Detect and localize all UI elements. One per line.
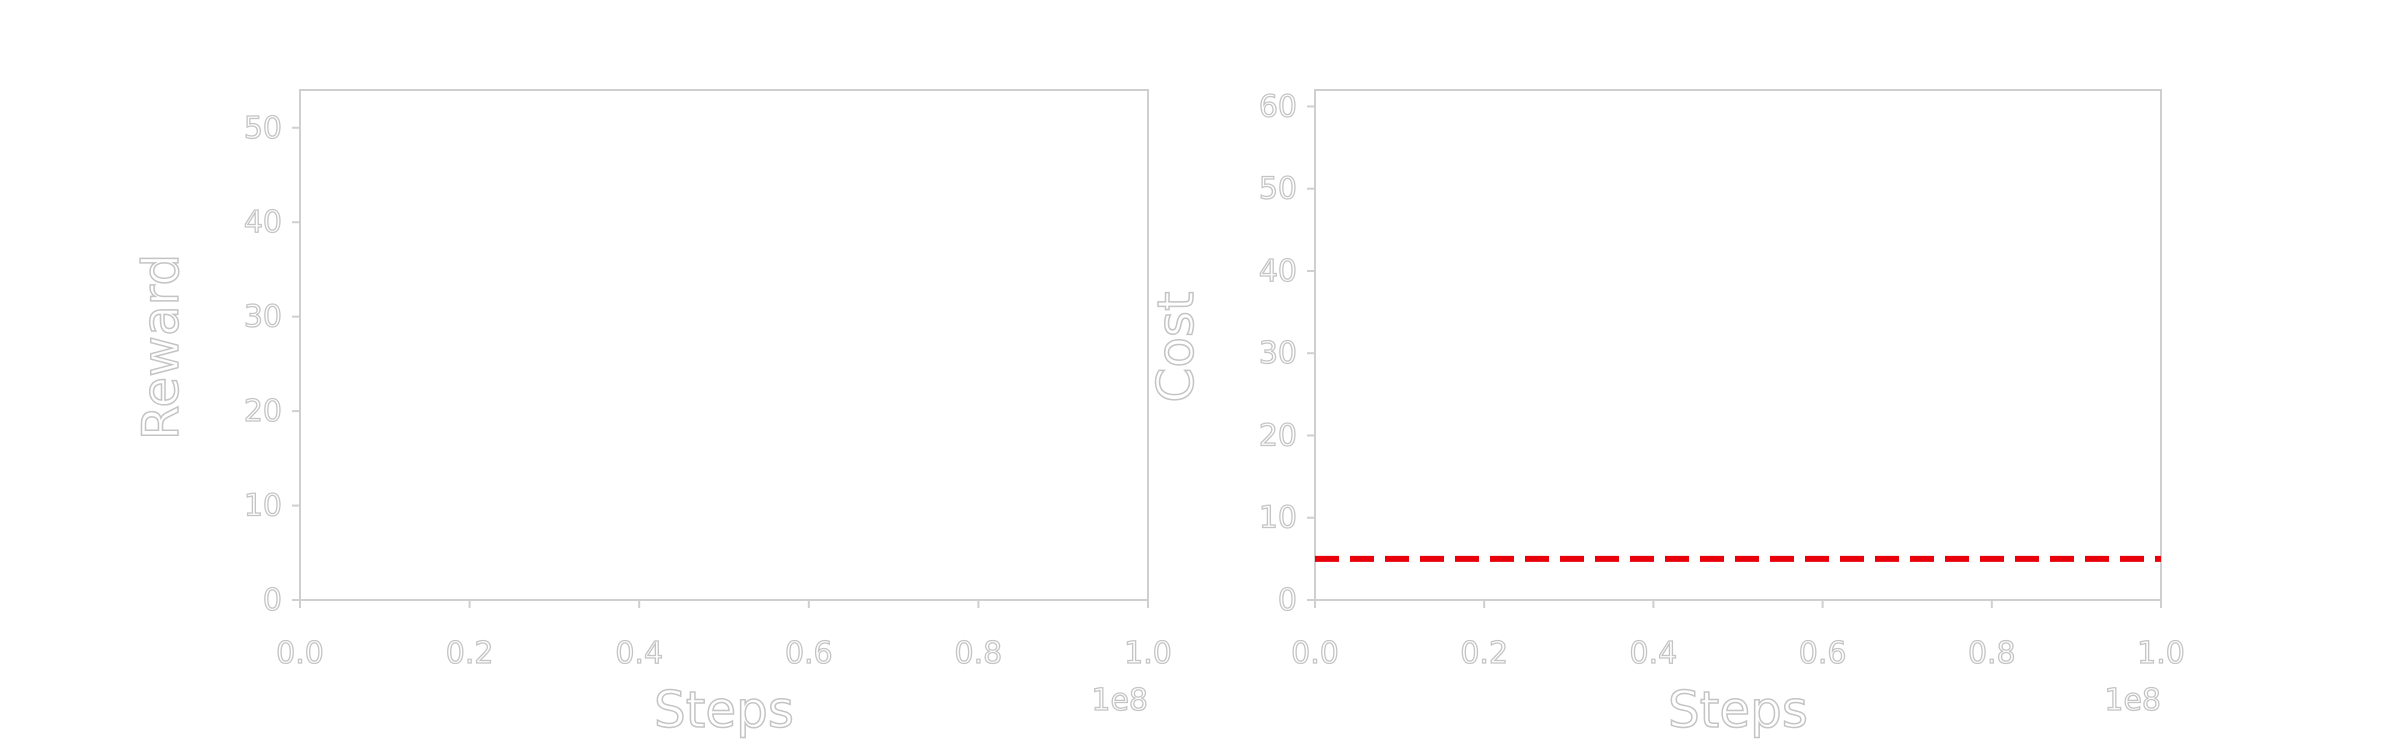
y-tick-label: 50 <box>1259 172 1297 207</box>
y-tick-label: 30 <box>1259 336 1297 371</box>
x-tick-label: 0.4 <box>1630 636 1678 671</box>
y-tick-label: 0 <box>1278 583 1297 618</box>
y-tick-label: 40 <box>1259 254 1297 289</box>
x-tick-label: 0.0 <box>276 636 324 671</box>
chart-panel-1: 0 10 20 30 40 50 0.0 0.2 0.4 0.6 0.8 1.0 1e8 Steps Rew… <box>131 89 1173 740</box>
y-tick-label: 10 <box>1259 501 1297 536</box>
x-tick-label: 0.8 <box>1968 636 2016 671</box>
x-axis-label: Steps <box>654 681 794 739</box>
x-axis-label: Steps <box>1668 681 1808 739</box>
y-tick-label: 20 <box>244 394 282 429</box>
x-tick-label: 0.2 <box>446 636 494 671</box>
y-tick-label: 50 <box>244 111 282 146</box>
y-axis-label: Cost <box>1147 291 1205 402</box>
x-tick-label: 0.6 <box>1799 636 1847 671</box>
y-tick-label: 40 <box>244 205 282 240</box>
x-tick-label: 0.2 <box>1460 636 1508 671</box>
y-tick-label: 20 <box>1259 418 1297 453</box>
x-offset-label: 1e8 <box>2104 683 2161 718</box>
y-tick-label: 10 <box>244 489 282 524</box>
x-tick-label: 0.4 <box>615 636 663 671</box>
chart-panel-2: 0 10 20 30 40 50 60 0.0 0.2 0.4 0.6 0.8 1.0 1e8 Steps C… <box>1146 89 2185 740</box>
y-axis-label: Reward <box>132 254 190 440</box>
y-tick-label: 30 <box>244 300 282 335</box>
x-tick-label: 1.0 <box>1124 636 1172 671</box>
y-tick-label: 60 <box>1259 89 1297 124</box>
plot-frame <box>299 89 1149 601</box>
x-tick-label: 0.0 <box>1291 636 1339 671</box>
plot-frame <box>1314 89 2162 601</box>
y-tick-label: 0 <box>263 583 282 618</box>
x-tick-label: 0.8 <box>955 636 1003 671</box>
x-offset-label: 1e8 <box>1091 683 1148 718</box>
x-tick-label: 1.0 <box>2137 636 2185 671</box>
x-tick-label: 0.6 <box>785 636 833 671</box>
